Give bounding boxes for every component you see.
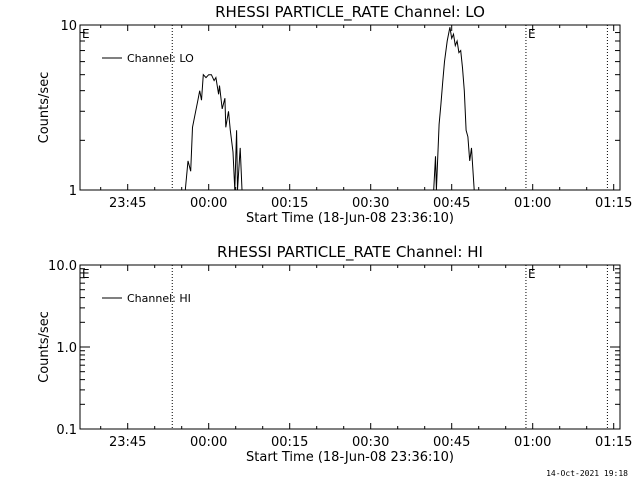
event-annotation: E: [82, 27, 90, 41]
event-annotation: E: [82, 267, 90, 281]
plot-frame: [79, 264, 621, 430]
x-axis-label: Start Time (18-Jun-08 23:36:10): [246, 450, 454, 465]
y-tick-label: 1.0: [56, 341, 77, 356]
chart-title: RHESSI PARTICLE_RATE Channel: LO: [215, 3, 485, 22]
y-tick-label: 10.0: [48, 259, 77, 274]
x-tick-label: 23:45: [109, 435, 146, 450]
x-tick-label: 01:00: [514, 196, 551, 211]
x-tick-label: 23:45: [109, 196, 146, 211]
y-tick-label: 1: [69, 184, 77, 199]
legend-label: Channel: HI: [127, 292, 191, 305]
x-tick-label: 00:45: [433, 196, 470, 211]
x-tick-label: 00:00: [190, 196, 227, 211]
x-axis-label: Start Time (18-Jun-08 23:36:10): [246, 211, 454, 226]
series-line: [184, 27, 475, 191]
event-annotation: E: [528, 27, 536, 41]
x-tick-label: 00:15: [271, 435, 308, 450]
event-annotation: E: [528, 267, 536, 281]
plot-frame: [79, 24, 621, 191]
x-tick-label: 00:15: [271, 196, 308, 211]
x-tick-label: 01:15: [595, 435, 632, 450]
x-tick-label: 00:00: [190, 435, 227, 450]
chart-title: RHESSI PARTICLE_RATE Channel: HI: [217, 243, 483, 262]
y-tick-label: 0.1: [56, 423, 77, 438]
x-tick-label: 01:00: [514, 435, 551, 450]
x-tick-label: 01:15: [595, 196, 632, 211]
x-tick-label: 00:45: [433, 435, 470, 450]
x-tick-label: 00:30: [352, 196, 389, 211]
y-axis-label: Counts/sec: [37, 311, 52, 383]
timestamp-footer: 14-Oct-2021 19:18: [546, 469, 628, 478]
y-tick-label: 10: [60, 19, 77, 34]
y-axis-label: Counts/sec: [37, 72, 52, 144]
legend-label: Channel: LO: [127, 52, 194, 65]
x-tick-label: 00:30: [352, 435, 389, 450]
